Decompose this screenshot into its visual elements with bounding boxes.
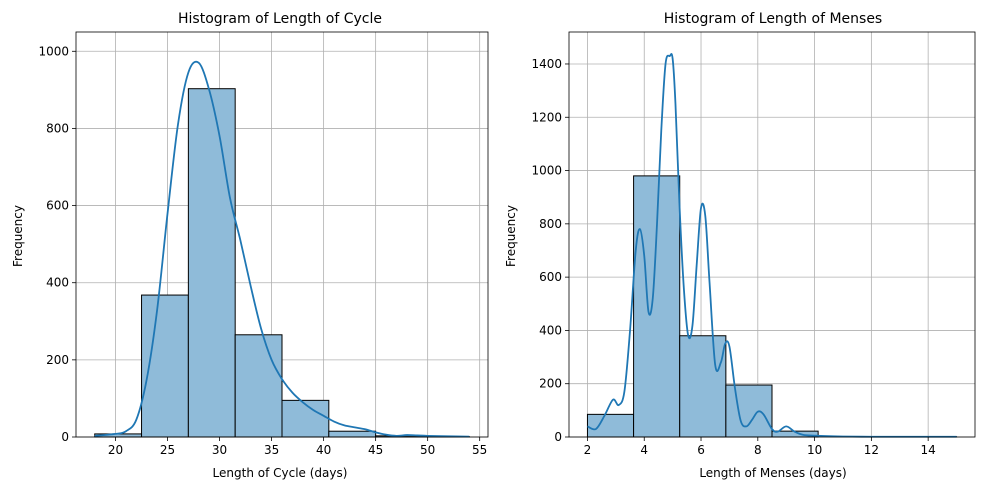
y-tick-label: 400 [539, 323, 562, 337]
x-tick-label: 6 [697, 443, 705, 457]
bars [586, 175, 958, 438]
histogram-bar [328, 430, 377, 438]
x-tick-label: 14 [921, 443, 936, 457]
y-tick-label: 1000 [531, 164, 562, 178]
kde-line [94, 60, 470, 438]
y-tick-label: 200 [539, 377, 562, 391]
y-tick-label: 0 [554, 430, 562, 444]
y-ticks: 0 200 400 600 800 1000 1200 1400 [531, 57, 569, 444]
histogram-bar [187, 88, 236, 438]
menses-histogram-chart: Histogram of Length of Menses Length of … [504, 11, 976, 480]
x-tick-label: 30 [212, 443, 227, 457]
histogram-bar [234, 334, 283, 438]
x-tick-label: 50 [420, 443, 435, 457]
x-tick-label: 10 [807, 443, 822, 457]
x-tick-label: 35 [264, 443, 279, 457]
x-axis-label: Length of Cycle (days) [213, 466, 348, 480]
x-tick-label: 45 [368, 443, 383, 457]
chart-title: Histogram of Length of Menses [664, 11, 882, 27]
x-axis-label: Length of Menses (days) [699, 466, 846, 480]
x-tick-label: 20 [108, 443, 123, 457]
y-tick-label: 1000 [38, 44, 69, 58]
y-tick-label: 400 [46, 276, 69, 290]
y-tick-label: 0 [61, 430, 69, 444]
x-tick-label: 8 [754, 443, 762, 457]
y-tick-label: 800 [46, 121, 69, 135]
x-tick-label: 25 [160, 443, 175, 457]
histogram-bar [281, 399, 330, 438]
y-tick-label: 600 [539, 270, 562, 284]
y-tick-label: 600 [46, 199, 69, 213]
bars [94, 88, 470, 438]
grid [569, 32, 975, 438]
histogram-bar [679, 335, 727, 438]
plot-frame [568, 31, 976, 438]
x-ticks: 20 25 30 35 40 45 50 55 [108, 437, 487, 457]
y-axis-label: Frequency [504, 205, 518, 267]
y-tick-label: 1200 [531, 110, 562, 124]
grid [76, 32, 488, 438]
chart-title: Histogram of Length of Cycle [178, 11, 382, 27]
histogram-bar [725, 384, 773, 438]
y-axis-label: Frequency [11, 205, 25, 267]
x-tick-label: 40 [316, 443, 331, 457]
y-tick-label: 800 [539, 217, 562, 231]
x-tick-label: 2 [584, 443, 592, 457]
cycle-histogram-chart: Histogram of Length of Cycle Length of C… [11, 11, 489, 480]
kde-line [587, 53, 957, 438]
histogram-bar [586, 413, 635, 438]
x-tick-label: 12 [864, 443, 879, 457]
x-tick-label: 4 [640, 443, 648, 457]
plot-frame [75, 31, 489, 438]
x-tick-label: 55 [472, 443, 487, 457]
y-tick-label: 1400 [531, 57, 562, 71]
y-tick-label: 200 [46, 353, 69, 367]
x-ticks: 2 4 6 8 10 12 14 [584, 437, 936, 457]
y-ticks: 0 200 400 600 800 1000 [38, 44, 76, 444]
